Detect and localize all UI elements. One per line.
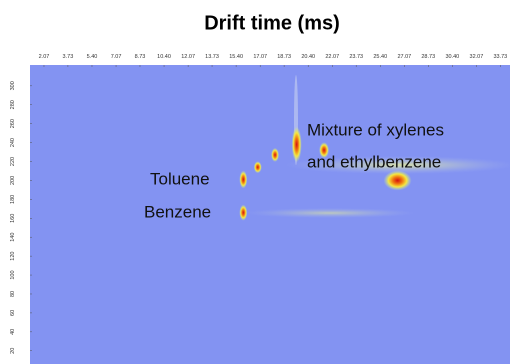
x-tick-label: 2.07 — [39, 54, 50, 60]
y-tick-label: 240 — [10, 138, 16, 147]
y-tick-label: 80 — [10, 291, 16, 297]
annotation: and ethylbenzene — [307, 152, 441, 171]
x-tick-label: 22.07 — [325, 54, 339, 60]
spot — [271, 147, 280, 162]
spot — [291, 126, 302, 163]
y-tick-label: 200 — [10, 176, 16, 185]
x-tick-label: 13.73 — [205, 54, 219, 60]
y-tick-label: 300 — [10, 81, 16, 90]
y-tick-label: 60 — [10, 310, 16, 316]
spot — [253, 161, 262, 174]
x-tick-label: 15.40 — [229, 54, 243, 60]
background-signal — [245, 75, 510, 218]
x-tick-label: 30.40 — [445, 54, 459, 60]
x-tick-label: 12.07 — [181, 54, 195, 60]
x-tick-label: 23.73 — [349, 54, 363, 60]
x-tick-label: 17.07 — [253, 54, 267, 60]
x-tick-label: 5.40 — [87, 54, 98, 60]
y-tick-label: 220 — [10, 157, 16, 166]
chart-title: Drift time (ms) — [204, 12, 340, 34]
y-tick-label: 260 — [10, 119, 16, 128]
haze — [285, 156, 510, 174]
x-tick-label: 33.73 — [493, 54, 507, 60]
x-tick-label: 20.40 — [301, 54, 315, 60]
y-tick-label: 280 — [10, 100, 16, 109]
y-tick-label: 40 — [10, 329, 16, 335]
spot — [383, 170, 412, 191]
x-tick-label: 8.73 — [135, 54, 146, 60]
x-tick-label: 10.40 — [157, 54, 171, 60]
x-tick-label: 28.73 — [421, 54, 435, 60]
spot — [239, 170, 248, 189]
annotation: Toluene — [150, 169, 210, 188]
y-tick-label: 140 — [10, 233, 16, 242]
y-tick-label: 180 — [10, 195, 16, 204]
x-tick-label: 18.73 — [277, 54, 291, 60]
x-tick-label: 25.40 — [373, 54, 387, 60]
spot — [319, 142, 330, 159]
y-tick-label: 120 — [10, 252, 16, 261]
x-tick-label: 27.07 — [397, 54, 411, 60]
x-tick-label: 7.07 — [111, 54, 122, 60]
annotation: Benzene — [144, 202, 211, 221]
y-tick-label: 160 — [10, 214, 16, 223]
spot — [239, 204, 248, 221]
x-tick-label: 3.73 — [63, 54, 74, 60]
y-tick-label: 100 — [10, 270, 16, 279]
annotation: Mixture of xylenes — [307, 120, 444, 139]
haze — [245, 208, 415, 218]
y-tick-label: 20 — [10, 348, 16, 354]
x-tick-label: 32.07 — [470, 54, 484, 60]
